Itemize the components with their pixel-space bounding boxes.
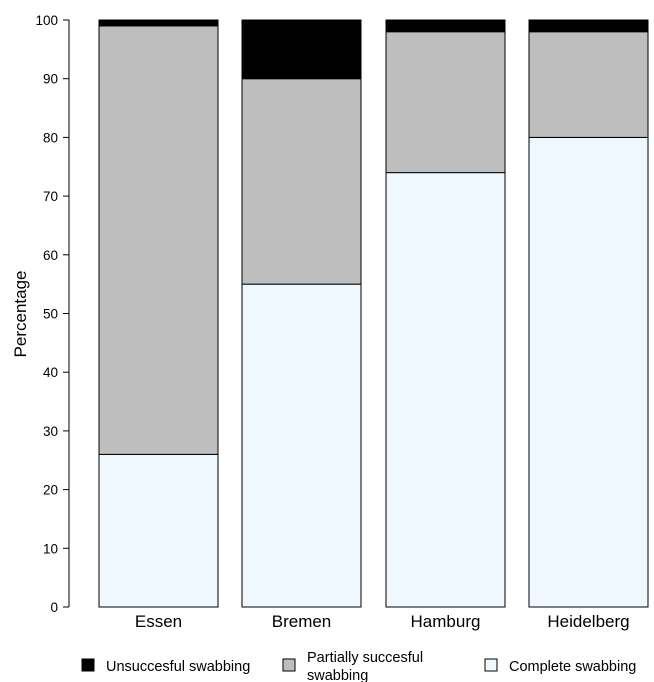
x-category-label: Essen: [135, 612, 182, 631]
y-axis: 0 10 20 30 40 50 60 70 80 90 100: [35, 13, 70, 615]
y-tick-label: 80: [43, 130, 58, 145]
y-tick-label: 20: [43, 483, 58, 498]
y-tick-label: 40: [43, 365, 58, 380]
bar-segment: [98, 25, 219, 455]
legend-swatch: [81, 658, 95, 672]
y-tick-label: 70: [43, 189, 58, 204]
bar-segment: [98, 19, 219, 27]
x-category-label: Hamburg: [411, 612, 481, 631]
y-tick-label: 90: [43, 72, 58, 87]
bar-stack-essen: [98, 19, 219, 608]
bar-segment: [98, 453, 219, 608]
legend-swatch: [484, 658, 498, 672]
legend-swatch: [282, 658, 296, 672]
legend-label: Partially succesful: [307, 650, 423, 666]
legend-label: Complete swabbing: [509, 659, 636, 675]
y-tick-label: 60: [43, 248, 58, 263]
bar-segment: [528, 136, 649, 608]
legend-label: Unsuccesful swabbing: [106, 659, 250, 675]
x-category-label: Heidelberg: [547, 612, 629, 631]
y-tick-label: 30: [43, 424, 58, 439]
bar-segment: [241, 19, 362, 80]
bar-segment: [528, 31, 649, 138]
y-tick-label: 10: [43, 541, 58, 556]
legend-item: Complete swabbing: [484, 658, 636, 675]
y-axis-title: Percentage: [11, 271, 30, 358]
bar-stack-bremen: [241, 19, 362, 608]
bar-segment: [385, 19, 506, 33]
bar-stack-heidelberg: [528, 19, 649, 608]
y-tick-label: 0: [50, 600, 58, 615]
legend-item: Unsuccesful swabbing: [81, 658, 250, 675]
legend: Unsuccesful swabbing Partially succesful s…: [81, 650, 636, 682]
y-tick-label: 50: [43, 307, 58, 322]
bar-segment: [241, 283, 362, 608]
bar-segment: [385, 172, 506, 608]
x-axis-labels: Essen Bremen Hamburg Heidelberg: [135, 612, 630, 631]
y-tick-label: 100: [35, 13, 58, 28]
legend-item: Partially succesful swabbing: [282, 650, 423, 682]
bar-segment: [241, 78, 362, 285]
bar-segment: [528, 19, 649, 33]
bar-segment: [385, 31, 506, 174]
legend-label: swabbing: [307, 668, 368, 682]
x-category-label: Bremen: [272, 612, 332, 631]
bar-stack-hamburg: [385, 19, 506, 608]
bars: [98, 19, 649, 608]
